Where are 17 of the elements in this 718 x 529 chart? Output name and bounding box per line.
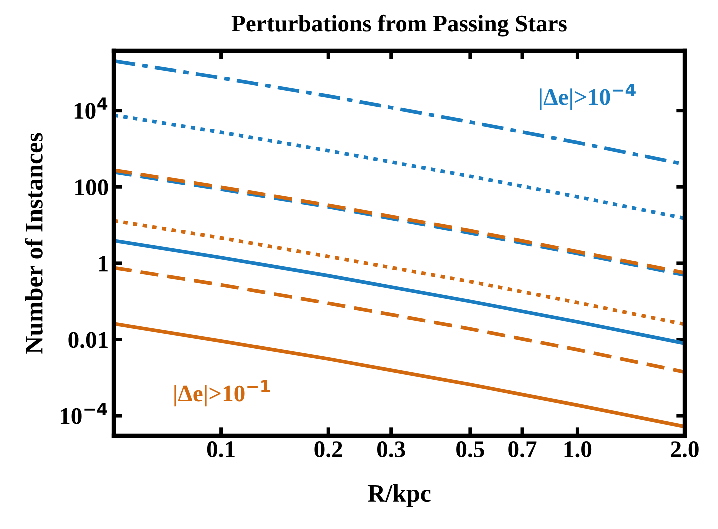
x-tick-label: 0.7: [508, 442, 537, 458]
annotation: |Δe|>10$^{−4}$: [540, 84, 636, 110]
y-tick-label: 0.01: [68, 332, 108, 348]
x-axis-title: R/kpc: [368, 484, 431, 508]
x-tick-label: 0.5: [456, 442, 484, 458]
y-tick-label: 10$^{4}$: [74, 98, 108, 120]
x-tick-label: 0.3: [377, 442, 406, 458]
y-axis-title: Number of Instances: [25, 133, 43, 354]
chart-title: Perturbations from Passing Stars: [232, 14, 567, 37]
x-tick-label: 1.0: [564, 442, 592, 458]
y-tick-label: 1: [99, 256, 108, 272]
x-tick-label: 0.1: [207, 442, 235, 458]
x-tick-label: 2.0: [671, 442, 699, 458]
y-tick-label: 10$^{−4}$: [60, 403, 108, 424]
x-tick-label: 0.2: [314, 442, 342, 458]
annotation: |Δe|>10$^{−1}$: [174, 380, 270, 407]
y-tick-label: 100: [76, 180, 108, 196]
